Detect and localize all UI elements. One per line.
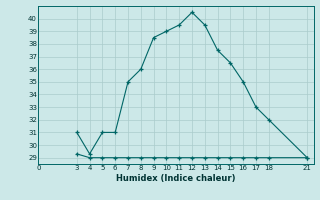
X-axis label: Humidex (Indice chaleur): Humidex (Indice chaleur) <box>116 174 236 183</box>
